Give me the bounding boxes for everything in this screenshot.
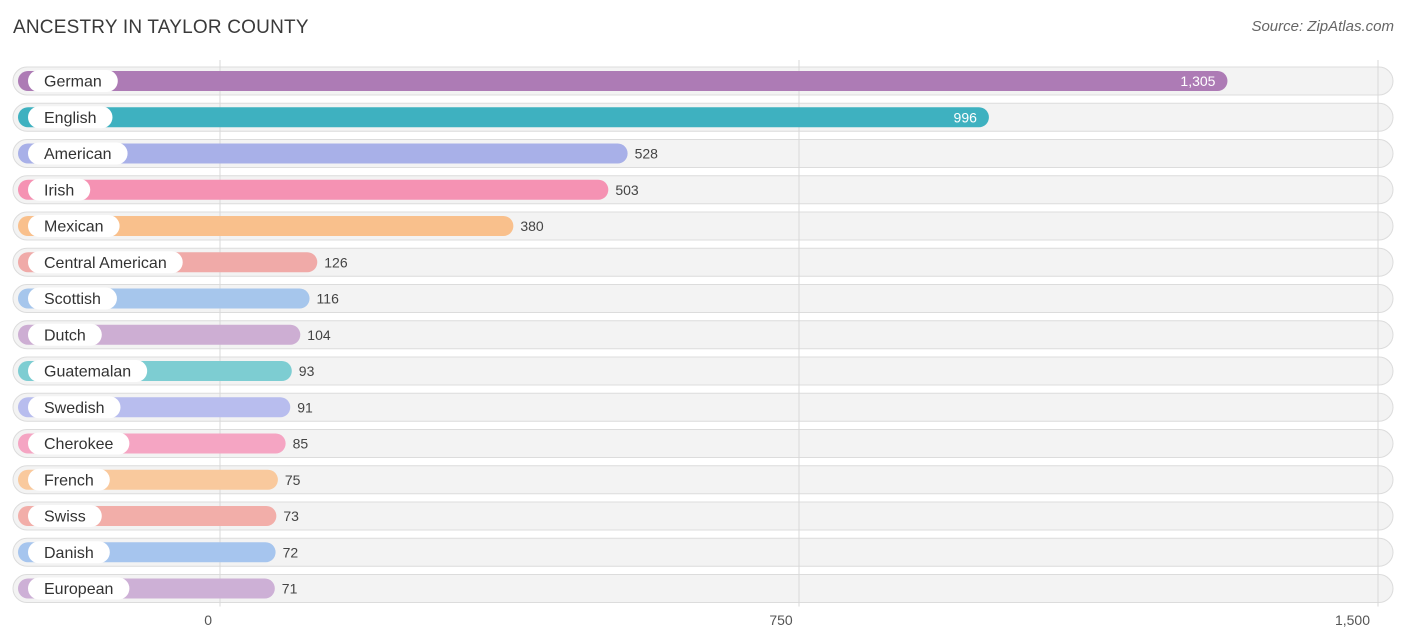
category-label-pill: [28, 323, 102, 346]
category-label-pill: [28, 178, 91, 201]
x-axis-ticks: 0 750 1,500: [204, 612, 1370, 628]
value-label: 1,305: [1180, 73, 1215, 89]
value-label: 380: [520, 218, 544, 234]
row-background: [12, 537, 1394, 567]
category-label-pill: [28, 142, 128, 165]
category-label: American: [44, 146, 112, 163]
category-label: Swiss: [44, 509, 86, 526]
value-label: 996: [954, 109, 978, 125]
category-label: European: [44, 581, 113, 598]
value-label: 75: [285, 472, 301, 488]
source-note: Source: ZipAtlas.com: [1251, 18, 1394, 35]
x-tick-label: 750: [769, 612, 793, 628]
row-background: [12, 465, 1394, 495]
row-background: [12, 320, 1394, 350]
category-label-pill: [28, 432, 130, 455]
category-label: Mexican: [44, 219, 104, 236]
row-background: [12, 501, 1394, 531]
category-label-pill: [28, 70, 118, 92]
row-background: [12, 247, 1394, 277]
bar: [18, 107, 989, 128]
value-label: 71: [282, 581, 298, 597]
chart-title: ANCESTRY IN TAYLOR COUNTY: [13, 17, 309, 38]
category-label: Irish: [44, 182, 74, 199]
category-label-pill: [28, 215, 120, 237]
value-label: 72: [283, 544, 299, 560]
bar: [18, 216, 514, 236]
value-label: 126: [324, 254, 348, 270]
value-label: 116: [317, 291, 340, 307]
category-label: Cherokee: [44, 436, 113, 453]
category-label: Danish: [44, 545, 94, 562]
value-label: 85: [293, 436, 309, 452]
value-label: 73: [283, 508, 299, 524]
row-background: [12, 392, 1394, 422]
bar: [18, 179, 609, 200]
value-label: 528: [635, 146, 659, 162]
category-label-pill: [28, 577, 130, 600]
value-label: 104: [307, 327, 331, 343]
category-label-pill: [28, 396, 121, 419]
category-label: Central American: [44, 255, 167, 272]
category-label-pill: [28, 287, 117, 310]
category-label: French: [44, 472, 94, 489]
value-label: 93: [299, 363, 315, 379]
category-label-pill: [28, 106, 113, 129]
row-background: [12, 429, 1394, 458]
category-label-pill: [28, 505, 102, 527]
category-label-pill: [28, 360, 148, 382]
x-tick-label: 1,500: [1335, 612, 1370, 628]
row-background: [12, 284, 1394, 313]
value-label: 91: [297, 399, 313, 415]
row-background: [12, 574, 1394, 603]
value-label: 503: [615, 182, 639, 198]
category-label: German: [44, 74, 102, 91]
bar: [18, 71, 1228, 91]
category-label-pill: [28, 541, 110, 564]
bar: [18, 143, 628, 164]
row-background: [12, 356, 1394, 386]
category-label-pill: [28, 468, 110, 491]
category-label: Guatemalan: [44, 364, 131, 381]
category-label: Scottish: [44, 291, 101, 308]
category-label: Dutch: [44, 327, 86, 344]
x-tick-label: 0: [204, 612, 212, 628]
category-label-pill: [28, 251, 183, 274]
bars: German 1,305 English 996 American 528 Irish 503…: [18, 70, 1228, 600]
category-label: English: [44, 110, 96, 127]
category-label: Swedish: [44, 400, 104, 417]
